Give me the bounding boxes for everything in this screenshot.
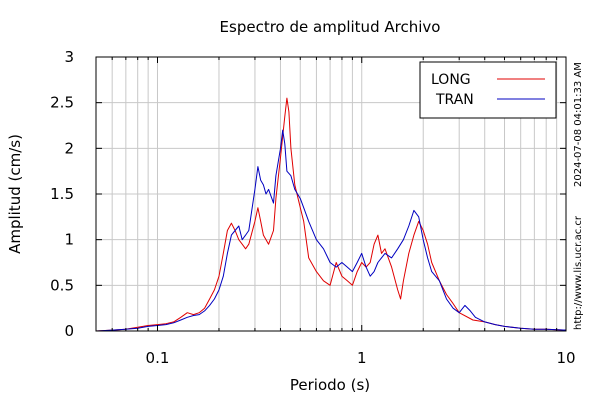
source-url-note: http://www.lis.ucr.ac.cr xyxy=(573,215,584,330)
grid-lines xyxy=(95,56,567,332)
y-tick-label: 0.5 xyxy=(50,276,74,294)
y-axis-label: Amplitud (cm/s) xyxy=(6,134,24,254)
x-tick-label: 10 xyxy=(556,349,575,367)
y-tick-label: 1 xyxy=(64,231,74,249)
chart-title: Espectro de amplitud Archivo xyxy=(220,18,441,36)
y-tick-label: 3 xyxy=(64,48,74,66)
y-tick-label: 1.5 xyxy=(50,185,74,203)
legend-box xyxy=(419,61,557,119)
y-tick-label: 0 xyxy=(64,322,74,340)
legend-label-long: LONG xyxy=(431,72,471,88)
x-tick-label: 1 xyxy=(357,349,367,367)
y-tick-label: 2.5 xyxy=(50,94,74,112)
legend: LONG TRAN xyxy=(419,61,557,119)
legend-label-tran: TRAN xyxy=(435,92,474,108)
y-tick-label: 2 xyxy=(64,139,74,157)
series-line-long xyxy=(95,97,567,332)
timestamp-note: 2024-07-08 04:01:33 AM xyxy=(573,62,584,187)
series-lines xyxy=(95,97,567,332)
x-tick-label: 0.1 xyxy=(146,349,170,367)
axis-ticks: 0.1 1 10 0 0.5 1 1.5 2 2.5 3 xyxy=(50,48,575,367)
x-axis-label: Periodo (s) xyxy=(290,376,370,394)
series-line-tran xyxy=(95,129,567,332)
